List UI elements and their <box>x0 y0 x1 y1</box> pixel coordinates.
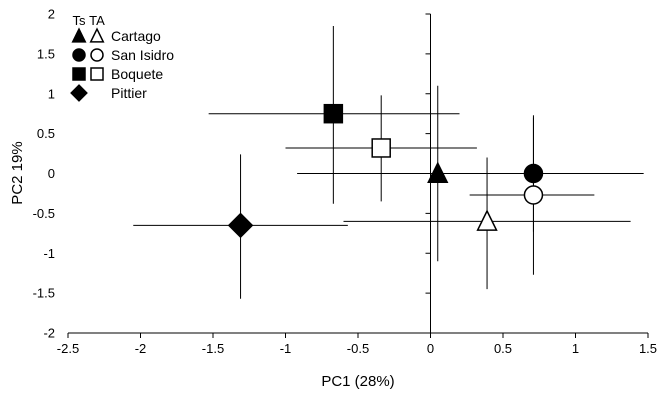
x-tick-label: -0.5 <box>347 341 369 356</box>
pittier-ts-marker <box>227 212 254 239</box>
y-tick-label: 1 <box>48 86 55 101</box>
y-tick-label: -2 <box>43 326 55 341</box>
legend: Ts TA Cartago San Isidro Boquete Pittier <box>70 13 174 102</box>
x-tick-label: 1.5 <box>639 341 657 356</box>
cartago-ta-marker <box>476 209 498 231</box>
san-isidro-ta-marker <box>523 185 544 205</box>
legend-boquete-ts-marker <box>72 67 86 81</box>
x-tick-label: -1 <box>280 341 292 356</box>
x-tick-label: 1 <box>572 341 579 356</box>
axes: -2.5 -2 -1.5 -1 -0.5 0 0.5 1 1.5-2-1.5-1-0.500.5… <box>33 7 657 357</box>
x-tick-label: -2 <box>135 341 147 356</box>
legend-cartago-ts-marker <box>71 27 87 43</box>
legend-header-ta: TA <box>89 13 105 28</box>
legend-cartago-ta-marker <box>89 27 105 43</box>
x-tick-label: -2.5 <box>57 341 79 356</box>
boquete-ta-marker <box>371 138 391 158</box>
legend-boquete-label: Boquete <box>111 66 163 82</box>
y-tick-label: -0.5 <box>33 206 55 221</box>
x-tick-label: 0.5 <box>494 341 512 356</box>
x-tick-label: 0 <box>427 341 434 356</box>
markers <box>227 103 544 239</box>
boquete-ts-marker <box>323 103 344 124</box>
y-tick-label: 2 <box>48 7 55 22</box>
y-tick-label: 0.5 <box>37 126 55 141</box>
y-tick-label: -1.5 <box>33 286 55 301</box>
legend-san-isidro-ts-marker <box>72 48 86 62</box>
legend-cartago-label: Cartago <box>111 28 161 44</box>
y-tick-label: 1.5 <box>37 46 55 61</box>
y-tick-label: -1 <box>43 246 55 261</box>
legend-header-ts: Ts <box>73 13 87 28</box>
legend-san-isidro-ta-marker <box>90 48 104 62</box>
legend-pittier-label: Pittier <box>111 85 147 101</box>
error-bars <box>133 25 644 299</box>
x-tick-label: -1.5 <box>202 341 224 356</box>
y-tick-label: 0 <box>48 166 55 181</box>
legend-pittier-ts-marker <box>70 84 88 102</box>
x-axis-title: PC1 (28%) <box>321 373 394 390</box>
legend-san-isidro-label: San Isidro <box>111 47 174 63</box>
san-isidro-ts-marker <box>523 163 544 184</box>
y-axis-title: PC2 19% <box>9 141 26 204</box>
cartago-ts-marker <box>427 161 449 184</box>
legend-boquete-ta-marker <box>90 67 104 81</box>
